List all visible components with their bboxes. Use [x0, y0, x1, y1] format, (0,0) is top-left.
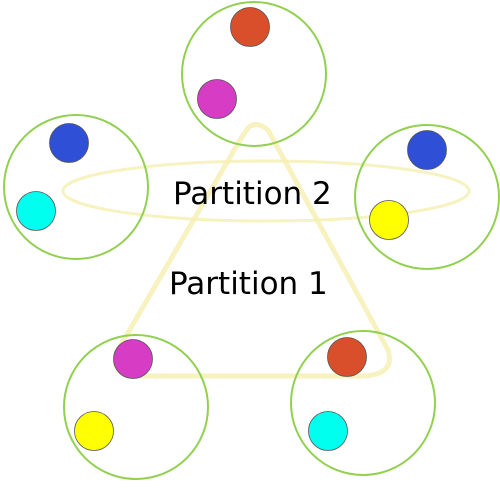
cyan-ball: [16, 191, 56, 231]
blue-ball: [407, 130, 447, 170]
group-ring: [3, 114, 149, 260]
group-right: [354, 124, 500, 270]
magenta-ball: [197, 79, 237, 119]
group-bottom-right: [290, 330, 436, 476]
cyan-ball: [308, 411, 348, 451]
partition-2-label: Partition 2: [173, 176, 332, 212]
yellow-ball: [74, 411, 114, 451]
group-top: [181, 1, 327, 147]
red-ball: [230, 7, 270, 47]
group-ring: [354, 124, 500, 270]
yellow-ball: [369, 200, 409, 240]
magenta-ball: [113, 339, 153, 379]
red-ball: [327, 337, 367, 377]
partition-2-ellipse: [61, 159, 471, 223]
group-left: [3, 114, 149, 260]
group-bottom-left: [63, 334, 209, 480]
group-ring: [181, 1, 327, 147]
group-ring: [63, 334, 209, 480]
blue-ball: [49, 123, 89, 163]
partition-1-label: Partition 1: [169, 266, 328, 302]
group-ring: [290, 330, 436, 476]
